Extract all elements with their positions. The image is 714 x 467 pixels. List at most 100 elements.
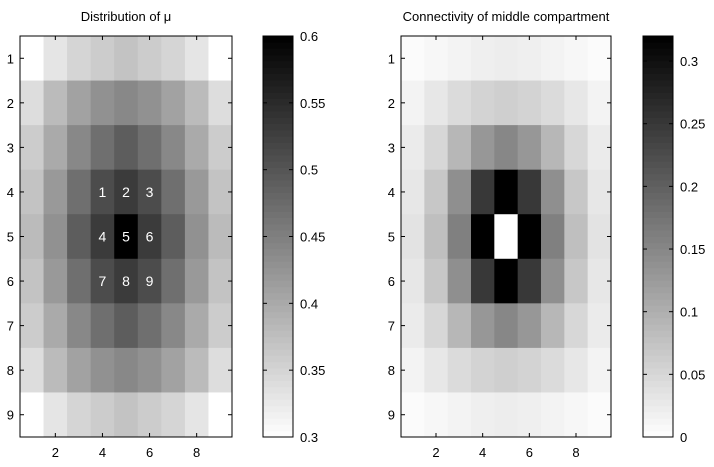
y-tick-label: 5 xyxy=(7,230,14,245)
colorbar-segment xyxy=(263,430,293,438)
cell-annotation: 7 xyxy=(99,273,107,289)
colorbar-segment xyxy=(643,167,673,175)
colorbar-segment xyxy=(263,399,293,407)
heatmap-cell xyxy=(161,169,186,215)
colorbar-tick-label: 0.4 xyxy=(300,296,318,311)
colorbar-segment xyxy=(263,54,293,62)
x-tick-label: 2 xyxy=(432,445,439,460)
colorbar-segment xyxy=(263,161,293,168)
heatmap-cell xyxy=(424,80,449,126)
colorbar-segment xyxy=(263,192,293,200)
colorbar-segment xyxy=(643,148,673,156)
y-tick-label: 2 xyxy=(7,96,14,111)
colorbar-segment xyxy=(643,161,673,168)
colorbar-segment xyxy=(643,117,673,125)
heatmap-cell xyxy=(401,392,425,438)
colorbar-segment xyxy=(263,167,293,175)
cell-annotation: 6 xyxy=(146,229,154,245)
heatmap-cell xyxy=(114,347,139,393)
colorbar-segment xyxy=(263,98,293,106)
colorbar-segment xyxy=(263,374,293,382)
heatmap-cell xyxy=(114,392,139,438)
colorbar-segment xyxy=(263,48,293,56)
heatmap-cell xyxy=(137,347,162,393)
colorbar-segment xyxy=(643,393,673,400)
heatmap-cell xyxy=(67,169,92,215)
colorbar-segment xyxy=(263,123,293,131)
colorbar-segment xyxy=(263,155,293,162)
mu-distribution-chart: Distribution of μ1 2 34 5 67 8 92 4 6 81234567890… xyxy=(7,9,326,460)
heatmap-cell xyxy=(161,80,186,126)
colorbar-segment xyxy=(263,217,293,225)
colorbar-segment xyxy=(643,104,673,112)
heatmap-cell xyxy=(564,392,589,438)
x-tick-label: 4 xyxy=(479,445,486,460)
colorbar-segment xyxy=(263,111,293,118)
colorbar-segment xyxy=(643,386,673,394)
heatmap-cell xyxy=(517,214,542,260)
colorbar-segment xyxy=(263,292,293,300)
colorbar-segment xyxy=(643,98,673,106)
heatmap-cell xyxy=(43,347,68,393)
heatmap-cell xyxy=(424,303,449,349)
colorbar-segment xyxy=(643,61,673,68)
heatmap-cell xyxy=(424,125,449,171)
heatmap-cell xyxy=(517,36,542,81)
heatmap-cell xyxy=(494,303,519,349)
colorbar-segment xyxy=(263,355,293,363)
heatmap-cell xyxy=(208,347,233,393)
colorbar-segment xyxy=(643,336,673,344)
colorbar-segment xyxy=(643,186,673,194)
x-tick-label: 6 xyxy=(526,445,533,460)
colorbar-segment xyxy=(263,299,293,306)
heatmap-cell xyxy=(587,169,612,215)
colorbar-segment xyxy=(263,205,293,212)
heatmap-cell xyxy=(517,347,542,393)
heatmap-cell xyxy=(208,392,233,438)
colorbar-tick-label: 0.2 xyxy=(680,179,698,194)
colorbar-segment xyxy=(643,280,673,288)
colorbar-segment xyxy=(263,148,293,156)
heatmap-cell xyxy=(43,125,68,171)
colorbar-segment xyxy=(263,336,293,344)
heatmap-cell xyxy=(184,392,209,438)
colorbar-segment xyxy=(643,324,673,331)
x-tick-label: 2 xyxy=(52,445,59,460)
heatmap-cell xyxy=(114,80,139,126)
heatmap-cell xyxy=(541,80,565,126)
chart-title: Connectivity of middle compartment xyxy=(403,9,610,24)
heatmap-cell xyxy=(90,80,115,126)
colorbar-segment xyxy=(643,249,673,256)
heatmap-cell xyxy=(114,214,139,260)
colorbar-segment xyxy=(643,330,673,338)
heatmap-cell xyxy=(424,392,449,438)
y-tick-label: 7 xyxy=(388,319,395,334)
heatmap-cell xyxy=(20,303,44,349)
colorbar-segment xyxy=(643,255,673,262)
heatmap-cell xyxy=(161,392,186,438)
heatmap-cell xyxy=(43,392,68,438)
colorbar-tick-label: 0.05 xyxy=(680,367,705,382)
colorbar-segment xyxy=(643,405,673,413)
colorbar-segment xyxy=(263,117,293,125)
heatmap-cell xyxy=(564,36,589,81)
heatmap-cell xyxy=(20,214,44,260)
heatmap-cell xyxy=(447,258,472,304)
colorbar-tick-label: 0.3 xyxy=(680,54,698,69)
heatmap-cell xyxy=(208,125,233,171)
colorbar-segment xyxy=(643,361,673,369)
heatmap-cell xyxy=(137,36,162,81)
colorbar-segment xyxy=(643,343,673,350)
heatmap-cell xyxy=(114,303,139,349)
colorbar-segment xyxy=(643,292,673,300)
heatmap-cell xyxy=(447,392,472,438)
colorbar-segment xyxy=(643,430,673,438)
colorbar-tick-label: 0.35 xyxy=(300,363,325,378)
colorbar-segment xyxy=(263,79,293,87)
colorbar-tick-label: 0.5 xyxy=(300,163,318,178)
heatmap-cell xyxy=(471,347,495,393)
heatmap-cell xyxy=(517,125,542,171)
heatmap-cell xyxy=(137,392,162,438)
heatmap-cell xyxy=(401,80,425,126)
